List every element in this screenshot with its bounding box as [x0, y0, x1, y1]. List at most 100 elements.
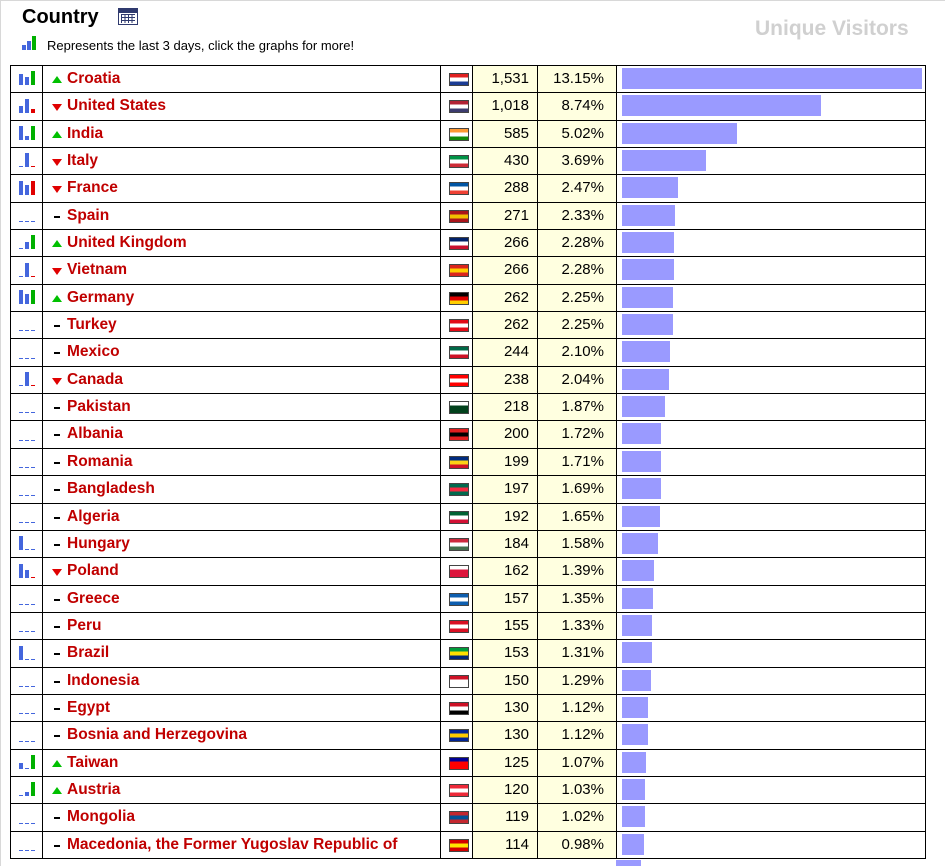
country-link[interactable]: Brazil [67, 644, 110, 662]
table-row[interactable]: Poland 162 1.39% [10, 558, 926, 586]
table-row[interactable]: Indonesia 150 1.29% [10, 667, 926, 695]
mini-bar-graph-icon[interactable] [19, 317, 37, 332]
country-link[interactable]: Austria [67, 780, 121, 798]
mini-bar-graph-icon[interactable] [19, 454, 37, 469]
table-row[interactable]: Germany 262 2.25% [10, 284, 926, 313]
country-link[interactable]: Vietnam [67, 261, 128, 279]
country-link[interactable]: Bangladesh [67, 480, 155, 498]
table-row[interactable]: Mexico 244 2.10% [10, 339, 926, 367]
country-link[interactable]: Algeria [67, 507, 120, 525]
mini-bar-graph-icon[interactable] [19, 673, 37, 687]
trend-graph-cell[interactable] [10, 558, 43, 585]
country-link[interactable]: Romania [67, 452, 133, 470]
mini-bar-graph-icon[interactable] [19, 482, 37, 496]
country-link[interactable]: Peru [67, 616, 102, 634]
table-row[interactable]: United States 1,018 8.74% [10, 93, 926, 121]
country-link[interactable]: Pakistan [67, 398, 131, 416]
trend-graph-cell[interactable] [10, 66, 43, 93]
table-row[interactable]: Croatia 1,531 13.15% [10, 66, 926, 94]
table-row[interactable]: Romania 199 1.71% [10, 448, 926, 477]
mini-bar-graph-icon[interactable] [19, 754, 37, 769]
table-row[interactable]: Greece 157 1.35% [10, 585, 926, 613]
mini-bar-graph-icon[interactable] [19, 71, 37, 86]
table-row[interactable]: Spain 271 2.33% [10, 202, 926, 231]
table-row[interactable]: Egypt 130 1.12% [10, 694, 926, 723]
mini-bar-graph-icon[interactable] [19, 618, 37, 633]
country-link[interactable]: Turkey [67, 316, 117, 334]
table-row[interactable]: France 288 2.47% [10, 175, 926, 203]
country-link[interactable]: Croatia [67, 70, 121, 87]
table-row[interactable]: Taiwan 125 1.07% [10, 749, 926, 777]
country-link[interactable]: United States [67, 97, 167, 115]
table-row[interactable]: Bangladesh 197 1.69% [10, 476, 926, 504]
country-link[interactable]: India [67, 124, 104, 142]
mini-bar-graph-icon[interactable] [19, 728, 37, 742]
trend-graph-cell[interactable] [10, 148, 43, 175]
mini-bar-graph-icon[interactable] [19, 262, 37, 277]
mini-bar-graph-icon[interactable] [19, 180, 37, 195]
table-row[interactable]: Turkey 262 2.25% [10, 312, 926, 340]
mini-bar-graph-icon[interactable] [19, 700, 37, 715]
table-row[interactable]: Canada 238 2.04% [10, 366, 926, 395]
trend-graph-cell[interactable] [10, 257, 43, 284]
mini-bar-graph-icon[interactable] [19, 98, 37, 113]
trend-graph-cell[interactable] [10, 530, 43, 558]
trend-graph-cell[interactable] [10, 476, 43, 503]
table-row[interactable]: United Kingdom 266 2.28% [10, 230, 926, 258]
mini-bar-graph-icon[interactable] [19, 837, 37, 851]
mini-bar-graph-icon[interactable] [19, 810, 37, 824]
mini-bar-graph-icon[interactable] [19, 536, 37, 551]
country-link[interactable]: Egypt [67, 698, 111, 716]
trend-graph-cell[interactable] [10, 366, 43, 394]
mini-bar-graph-icon[interactable] [19, 372, 37, 387]
mini-bar-graph-icon[interactable] [19, 563, 37, 578]
country-link[interactable]: Germany [67, 288, 135, 306]
country-link[interactable]: Bosnia and Herzegovina [67, 726, 248, 744]
trend-graph-cell[interactable] [10, 175, 43, 202]
country-link[interactable]: Taiwan [67, 753, 119, 771]
country-link[interactable]: France [67, 179, 118, 197]
table-row[interactable]: Austria 120 1.03% [10, 776, 926, 805]
table-row[interactable]: Macedonia, the Former Yugoslav Republic … [10, 831, 926, 859]
trend-graph-cell[interactable] [10, 394, 43, 421]
mini-bar-graph-icon[interactable] [19, 153, 37, 168]
table-row[interactable]: Mongolia 119 1.02% [10, 804, 926, 832]
mini-bar-graph-icon[interactable] [19, 208, 37, 223]
table-row[interactable]: Hungary 184 1.58% [10, 530, 926, 559]
trend-graph-cell[interactable] [10, 339, 43, 366]
country-link[interactable]: Canada [67, 370, 123, 388]
country-link[interactable]: Spain [67, 206, 110, 224]
mini-bar-graph-icon[interactable] [19, 509, 37, 523]
country-link[interactable]: Mexico [67, 343, 120, 361]
trend-graph-cell[interactable] [10, 831, 43, 858]
mini-bar-graph-icon[interactable] [19, 235, 37, 250]
trend-graph-cell[interactable] [10, 640, 43, 667]
mini-bar-graph-icon[interactable] [19, 399, 37, 414]
mini-bar-graph-icon[interactable] [19, 591, 37, 605]
trend-graph-cell[interactable] [10, 93, 43, 120]
table-row[interactable]: Italy 430 3.69% [10, 148, 926, 176]
table-row[interactable]: Vietnam 266 2.28% [10, 257, 926, 285]
country-link[interactable]: United Kingdom [67, 234, 187, 252]
trend-graph-cell[interactable] [10, 585, 43, 612]
trend-graph-cell[interactable] [10, 804, 43, 831]
mini-bar-graph-icon[interactable] [19, 782, 37, 797]
country-link[interactable]: Indonesia [67, 671, 140, 689]
mini-bar-graph-icon[interactable] [19, 126, 37, 141]
mini-bar-graph-icon[interactable] [19, 345, 37, 359]
trend-graph-cell[interactable] [10, 667, 43, 694]
table-row[interactable]: India 585 5.02% [10, 120, 926, 149]
table-row[interactable]: Albania 200 1.72% [10, 421, 926, 449]
table-row[interactable]: Algeria 192 1.65% [10, 503, 926, 531]
table-row[interactable]: Peru 155 1.33% [10, 612, 926, 641]
trend-graph-cell[interactable] [10, 312, 43, 339]
country-link[interactable]: Poland [67, 562, 119, 580]
mini-bar-graph-icon[interactable] [19, 427, 37, 441]
trend-graph-cell[interactable] [10, 284, 43, 312]
trend-graph-cell[interactable] [10, 202, 43, 230]
country-link[interactable]: Albania [67, 425, 123, 443]
country-link[interactable]: Macedonia, the Former Yugoslav Republic … [67, 835, 398, 853]
table-row[interactable]: Brazil 153 1.31% [10, 640, 926, 668]
mini-bar-graph-icon[interactable] [19, 645, 37, 660]
trend-graph-cell[interactable] [10, 776, 43, 804]
